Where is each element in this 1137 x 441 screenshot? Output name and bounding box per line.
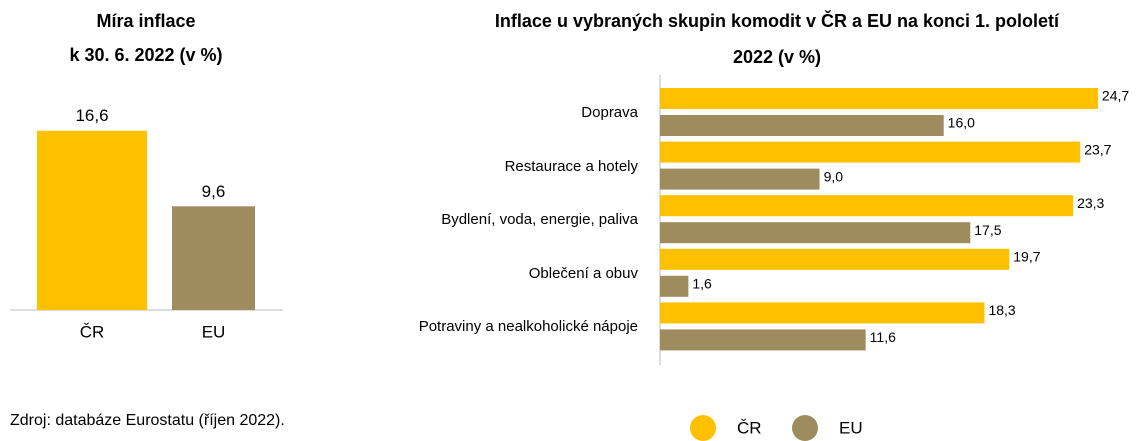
legend-label: EU bbox=[839, 418, 863, 437]
bar bbox=[660, 222, 971, 244]
category-label: Oblečení a obuv bbox=[528, 264, 638, 282]
bar bbox=[660, 168, 820, 190]
value-label: 16,6 bbox=[75, 106, 108, 125]
chart-title: k 30. 6. 2022 (v %) bbox=[69, 45, 222, 65]
legend-swatch bbox=[792, 415, 818, 441]
bar bbox=[660, 88, 1098, 109]
value-label: 19,7 bbox=[1013, 249, 1040, 265]
bar bbox=[660, 302, 985, 324]
bar bbox=[660, 248, 1010, 270]
value-label: 1,6 bbox=[692, 276, 712, 292]
value-label: 24,7 bbox=[1102, 88, 1129, 104]
category-label: Doprava bbox=[581, 104, 638, 121]
category-label: Restaurace a hotely bbox=[504, 157, 638, 175]
bar bbox=[37, 130, 147, 310]
bar bbox=[660, 329, 866, 351]
value-label: 9,0 bbox=[824, 168, 844, 184]
value-label: 9,6 bbox=[202, 182, 226, 201]
value-label: 23,3 bbox=[1077, 195, 1104, 211]
bar bbox=[660, 275, 689, 297]
bar bbox=[660, 195, 1074, 217]
value-label: 16,0 bbox=[948, 115, 975, 131]
bar bbox=[660, 115, 944, 136]
source: Zdroj: databáze Eurostatu (říjen 2022). bbox=[10, 412, 285, 429]
value-label: 23,7 bbox=[1084, 141, 1111, 157]
bar bbox=[660, 141, 1081, 163]
category-label: Bydlení, voda, energie, paliva bbox=[441, 211, 638, 229]
chart-title: Inflace u vybraných skupin komodit v ČR … bbox=[495, 10, 1060, 31]
value-label: 18,3 bbox=[988, 302, 1015, 318]
x-tick-label: ČR bbox=[80, 322, 105, 341]
legend-label: ČR bbox=[737, 418, 762, 437]
chart-title: Míra inflace bbox=[96, 11, 195, 31]
chart-title: 2022 (v %) bbox=[733, 47, 821, 67]
value-label: 11,6 bbox=[870, 329, 896, 345]
legend-swatch bbox=[690, 415, 716, 441]
value-label: 17,5 bbox=[974, 222, 1001, 238]
category-label: Potraviny a nealkoholické nápoje bbox=[418, 318, 638, 336]
bar bbox=[172, 206, 255, 310]
x-tick-label: EU bbox=[202, 322, 226, 341]
